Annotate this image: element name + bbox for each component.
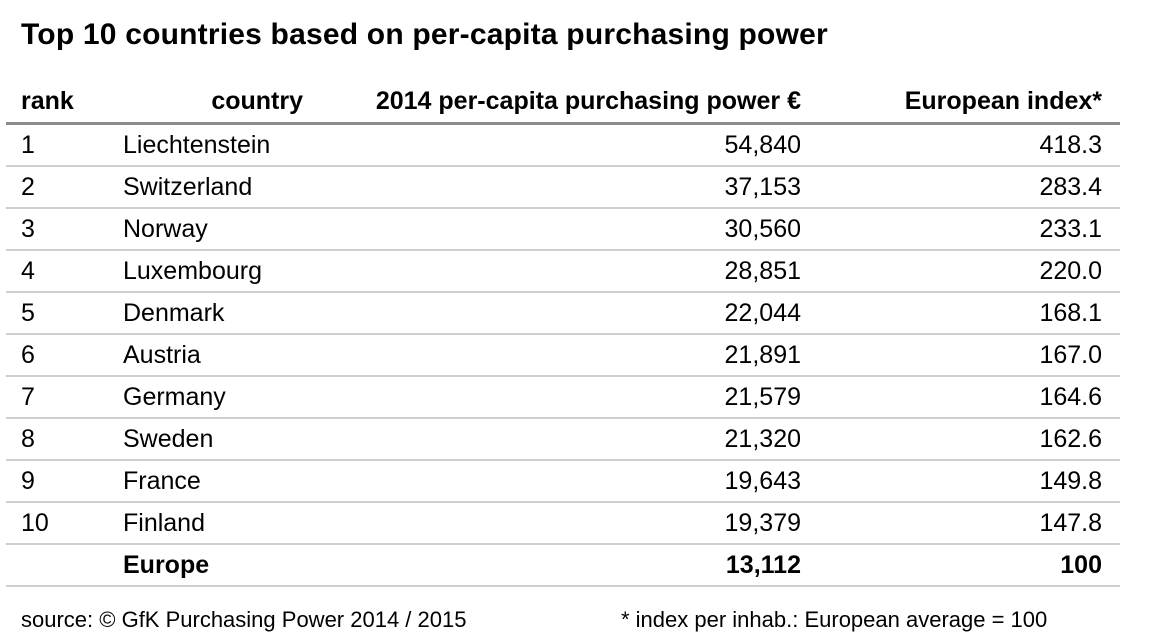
- country-cell: Switzerland: [123, 166, 311, 209]
- index-footnote: * index per inhab.: European average = 1…: [621, 607, 1048, 632]
- purchasing-power-cell: 30,560: [311, 208, 801, 251]
- table-row: 1 Liechtenstein 54,840 418.3: [6, 123, 1120, 167]
- total-row: Europe 13,112 100: [6, 544, 1120, 587]
- european-index-cell: 220.0: [801, 250, 1120, 293]
- rank-cell: 8: [6, 418, 123, 461]
- chart-title: Top 10 countries based on per-capita pur…: [21, 18, 828, 51]
- european-index-cell: 149.8: [801, 460, 1120, 503]
- european-index-cell: 162.6: [801, 418, 1120, 461]
- country-cell: Liechtenstein: [123, 123, 311, 167]
- table-row: 4 Luxembourg 28,851 220.0: [6, 250, 1120, 293]
- country-cell: Norway: [123, 208, 311, 251]
- european-index-cell: 147.8: [801, 502, 1120, 545]
- table-row: 9 France 19,643 149.8: [6, 460, 1120, 503]
- table-row: 5 Denmark 22,044 168.1: [6, 292, 1120, 335]
- country-cell: Sweden: [123, 418, 311, 461]
- rank-cell: [6, 544, 123, 587]
- purchasing-power-cell: 21,579: [311, 376, 801, 419]
- european-index-cell: 233.1: [801, 208, 1120, 251]
- source-note: source: © GfK Purchasing Power 2014 / 20…: [21, 607, 467, 632]
- purchasing-power-cell: 19,379: [311, 502, 801, 545]
- country-cell: Luxembourg: [123, 250, 311, 293]
- table-row: 10 Finland 19,379 147.8: [6, 502, 1120, 545]
- table-row: 6 Austria 21,891 167.0: [6, 334, 1120, 377]
- purchasing-power-cell: 21,891: [311, 334, 801, 377]
- rank-cell: 6: [6, 334, 123, 377]
- header-row: rank country 2014 per-capita purchasing …: [6, 80, 1120, 125]
- rank-cell: 5: [6, 292, 123, 335]
- purchasing-power-cell: 28,851: [311, 250, 801, 293]
- country-cell: Germany: [123, 376, 311, 419]
- rank-cell: 7: [6, 376, 123, 419]
- rank-header: rank: [6, 80, 123, 125]
- purchasing-power-cell: 21,320: [311, 418, 801, 461]
- country-cell: Austria: [123, 334, 311, 377]
- table-row: 8 Sweden 21,320 162.6: [6, 418, 1120, 461]
- rank-cell: 10: [6, 502, 123, 545]
- country-cell: Europe: [123, 544, 311, 587]
- table-row: 7 Germany 21,579 164.6: [6, 376, 1120, 419]
- european-index-cell: 100: [801, 544, 1120, 587]
- purchasing-power-cell: 37,153: [311, 166, 801, 209]
- country-cell: Denmark: [123, 292, 311, 335]
- rank-cell: 2: [6, 166, 123, 209]
- rank-cell: 1: [6, 123, 123, 167]
- table-row: 2 Switzerland 37,153 283.4: [6, 166, 1120, 209]
- country-cell: France: [123, 460, 311, 503]
- european-index-cell: 168.1: [801, 292, 1120, 335]
- table-row: 3 Norway 30,560 233.1: [6, 208, 1120, 251]
- purchasing-power-cell: 19,643: [311, 460, 801, 503]
- rank-cell: 4: [6, 250, 123, 293]
- country-cell: Finland: [123, 502, 311, 545]
- country-header: country: [123, 80, 311, 125]
- european-index-header: European index*: [801, 80, 1120, 125]
- purchasing-power-cell: 54,840: [311, 123, 801, 167]
- european-index-cell: 283.4: [801, 166, 1120, 209]
- rank-cell: 9: [6, 460, 123, 503]
- purchasing-power-cell: 13,112: [311, 544, 801, 587]
- european-index-cell: 164.6: [801, 376, 1120, 419]
- purchasing-power-header: 2014 per-capita purchasing power €: [311, 80, 801, 125]
- purchasing-power-cell: 22,044: [311, 292, 801, 335]
- rank-cell: 3: [6, 208, 123, 251]
- european-index-cell: 418.3: [801, 123, 1120, 167]
- table-body: 1 Liechtenstein 54,840 418.3 2 Switzerland 37,…: [6, 123, 1120, 587]
- european-index-cell: 167.0: [801, 334, 1120, 377]
- purchasing-power-table: rank country 2014 per-capita purchasing …: [6, 80, 1120, 587]
